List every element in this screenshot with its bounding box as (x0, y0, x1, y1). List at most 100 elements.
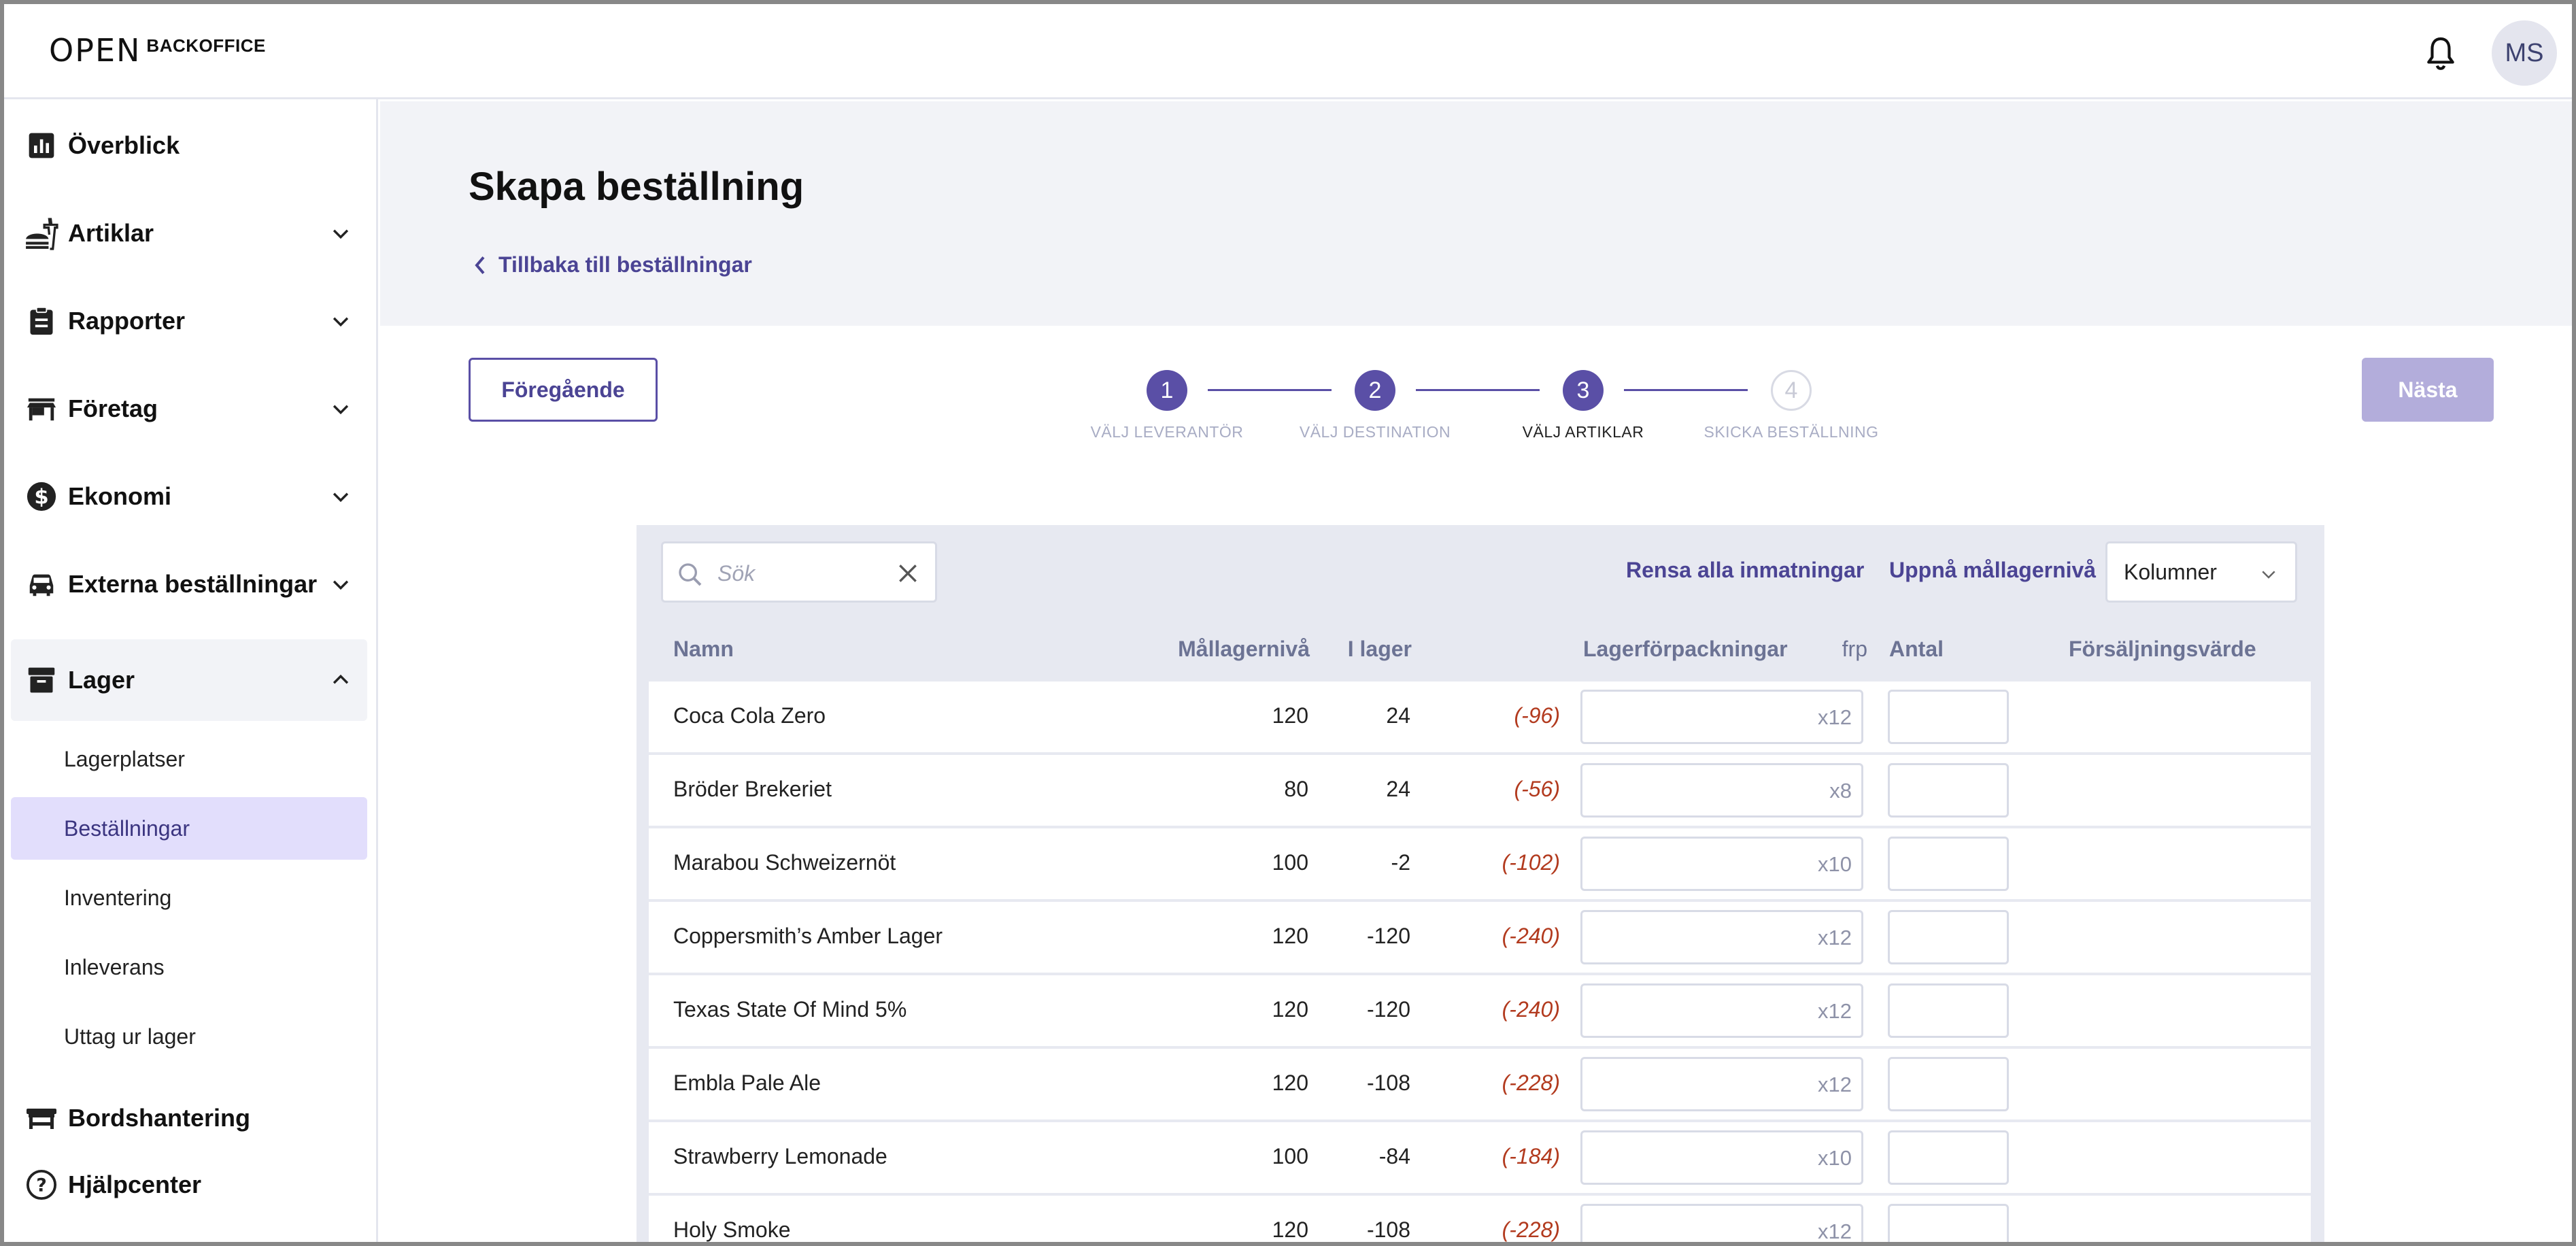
column-header-frp: frp (1842, 637, 1867, 661)
column-header-name[interactable]: Namn (673, 637, 734, 661)
chevron-down-icon (333, 405, 349, 415)
column-header-qty[interactable]: Antal (1889, 637, 1944, 661)
sidebar-subitem-uttag-ur-lager[interactable]: Uttag ur lager (11, 1005, 367, 1068)
column-header-sales[interactable]: Försäljningsvärde (2069, 637, 2256, 661)
logo-mark: OPEN (49, 32, 141, 69)
column-header-target[interactable]: Mållagernivå (1178, 637, 1310, 661)
table-row: Coca Cola Zero 120 24 (-96) x12 (649, 681, 2311, 752)
cell-stock: -120 (1366, 924, 1410, 948)
cell-name: Holy Smoke (673, 1217, 791, 1242)
cell-target: 120 (1272, 1071, 1308, 1095)
table-row: Strawberry Lemonade 100 -84 (-184) x10 (649, 1122, 2311, 1193)
quantity-input[interactable] (1888, 1130, 2009, 1185)
app-window: OPEN BACKOFFICE MS Överblick Artiklar (4, 4, 2572, 1242)
sidebar-item-artiklar[interactable]: Artiklar (11, 192, 367, 274)
logo[interactable]: OPEN BACKOFFICE (49, 31, 266, 69)
cell-target: 120 (1272, 1217, 1308, 1242)
cell-stock: -2 (1391, 850, 1410, 875)
svg-text:?: ? (36, 1175, 47, 1196)
search-icon (679, 563, 702, 586)
cell-stock: -84 (1378, 1144, 1410, 1168)
sidebar-item-rapporter[interactable]: Rapporter (11, 280, 367, 362)
sidebar-subitem-bestallningar[interactable]: Beställningar (11, 797, 367, 860)
chart-icon (24, 129, 58, 163)
search-input[interactable]: Sök (661, 541, 937, 603)
sidebar-item-label: Rapporter (68, 307, 186, 335)
columns-select[interactable]: Kolumner (2105, 541, 2297, 603)
table-row: Holy Smoke 120 -108 (-228) x12 (649, 1196, 2311, 1242)
back-link[interactable]: Tillbaka till beställningar (473, 252, 752, 277)
quantity-input[interactable] (1888, 763, 2009, 818)
cell-target: 100 (1272, 1144, 1308, 1168)
close-icon[interactable] (894, 560, 921, 587)
step-connector (1624, 389, 1748, 391)
sidebar-item-overblick[interactable]: Överblick (11, 105, 367, 186)
packs-input[interactable]: x12 (1580, 983, 1863, 1038)
step-3-label: VÄLJ ARTIKLAR (1522, 423, 1644, 441)
quantity-input[interactable] (1888, 1204, 2009, 1242)
car-icon (24, 567, 58, 601)
cell-stock: -120 (1366, 997, 1410, 1022)
column-header-packs[interactable]: Lagerförpackningar (1583, 637, 1788, 661)
bell-icon[interactable] (2424, 35, 2458, 73)
archive-icon (24, 663, 58, 697)
cell-name: Coppersmith’s Amber Lager (673, 924, 943, 948)
help-icon: ? (24, 1168, 58, 1202)
sidebar-item-label: Externa beställningar (68, 570, 318, 598)
pack-size-suffix: x10 (1818, 1146, 1852, 1170)
step-3-indicator: 3 (1563, 370, 1604, 411)
cell-name: Bröder Brekeriet (673, 777, 832, 801)
previous-button[interactable]: Föregående (469, 358, 658, 422)
quantity-input[interactable] (1888, 690, 2009, 744)
cell-name: Strawberry Lemonade (673, 1144, 887, 1168)
packs-input[interactable]: x10 (1580, 837, 1863, 891)
sidebar-item-bordshantering[interactable]: Bordshantering (11, 1077, 367, 1159)
step-1-label: VÄLJ LEVERANTÖR (1090, 423, 1244, 441)
sidebar-subitem-label: Lagerplatser (64, 746, 185, 771)
cell-name: Marabou Schweizernöt (673, 850, 896, 875)
column-header-stock[interactable]: I lager (1347, 637, 1412, 661)
clear-all-inputs-link[interactable]: Rensa alla inmatningar (1626, 558, 1865, 582)
sidebar-item-label: Lager (68, 666, 135, 694)
packs-input[interactable]: x12 (1580, 910, 1863, 964)
quantity-input[interactable] (1888, 837, 2009, 891)
step-4-label: SKICKA BESTÄLLNING (1704, 423, 1879, 441)
packs-input[interactable]: x10 (1580, 1130, 1863, 1185)
sidebar-item-ekonomi[interactable]: $ Ekonomi (11, 456, 367, 537)
top-bar: OPEN BACKOFFICE MS (4, 4, 2572, 99)
cell-difference: (-228) (1502, 1071, 1560, 1095)
packs-input[interactable]: x8 (1580, 763, 1863, 818)
sidebar-item-foretag[interactable]: Företag (11, 368, 367, 450)
cell-difference: (-228) (1502, 1217, 1560, 1242)
packs-input[interactable]: x12 (1580, 1204, 1863, 1242)
cell-target: 120 (1272, 924, 1308, 948)
columns-select-value: Kolumner (2124, 560, 2217, 584)
chevron-up-icon (333, 674, 349, 684)
packs-input[interactable]: x12 (1580, 690, 1863, 744)
packs-input[interactable]: x12 (1580, 1057, 1863, 1111)
svg-text:$: $ (34, 486, 48, 509)
sidebar-item-label: Ekonomi (68, 482, 172, 510)
chevron-down-icon (333, 492, 349, 503)
sidebar-subitem-lagerplatser[interactable]: Lagerplatser (11, 728, 367, 790)
chevron-left-icon (475, 256, 485, 274)
cell-difference: (-240) (1502, 997, 1560, 1022)
sidebar-subitem-inleverans[interactable]: Inleverans (11, 936, 367, 998)
avatar[interactable]: MS (2492, 20, 2557, 86)
sidebar-subitem-inventering[interactable]: Inventering (11, 866, 367, 929)
quantity-input[interactable] (1888, 910, 2009, 964)
sidebar-item-lager[interactable]: Lager (11, 639, 367, 721)
cell-name: Texas State Of Mind 5% (673, 997, 907, 1022)
cell-difference: (-56) (1514, 777, 1560, 801)
sidebar-subitem-label: Inleverans (64, 954, 165, 979)
cell-stock: 24 (1386, 777, 1410, 801)
reach-target-level-link[interactable]: Uppnå mållagernivå (1889, 558, 2097, 582)
chevron-down-icon (333, 317, 349, 327)
chevron-down-icon (2262, 571, 2275, 579)
quantity-input[interactable] (1888, 983, 2009, 1038)
sidebar-item-hjalpcenter[interactable]: ? Hjälpcenter (11, 1144, 367, 1226)
table-row: Bröder Brekeriet 80 24 (-56) x8 (649, 755, 2311, 826)
next-button[interactable]: Nästa (2362, 358, 2494, 422)
sidebar-item-externa-bestallningar[interactable]: Externa beställningar (11, 543, 367, 625)
quantity-input[interactable] (1888, 1057, 2009, 1111)
